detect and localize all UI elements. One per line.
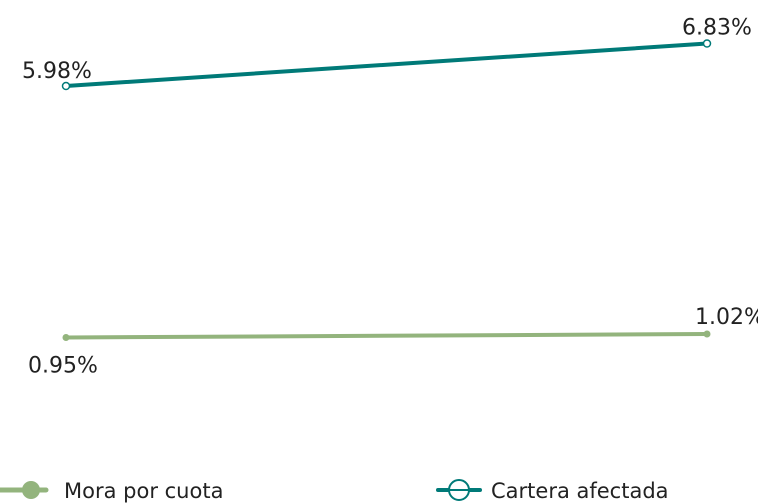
legend-label: Mora por cuota: [64, 479, 223, 503]
data-label: 5.98%: [22, 59, 92, 84]
data-point[interactable]: [62, 334, 70, 341]
data-point[interactable]: [61, 81, 71, 91]
legend: Mora por cuota Cartera afectada: [0, 479, 669, 503]
series-cartera-afectada: 5.98% 6.83%: [22, 16, 752, 91]
legend-marker-icon: [22, 481, 40, 499]
data-label: 1.02%: [695, 305, 758, 330]
data-point[interactable]: [703, 330, 711, 338]
series-line: [64, 41, 709, 88]
data-label: 0.95%: [28, 354, 98, 379]
data-point[interactable]: [702, 39, 712, 48]
legend-item-cartera-afectada[interactable]: Cartera afectada: [436, 479, 669, 503]
plot-area: 5.98% 6.83% 0.95% 1.02%: [22, 16, 758, 379]
legend-item-mora-por-cuota[interactable]: Mora por cuota: [0, 479, 223, 503]
series-line: [64, 332, 709, 340]
legend-label: Cartera afectada: [491, 479, 669, 503]
data-label: 6.83%: [682, 16, 752, 41]
series-mora-por-cuota: 0.95% 1.02%: [28, 305, 758, 379]
